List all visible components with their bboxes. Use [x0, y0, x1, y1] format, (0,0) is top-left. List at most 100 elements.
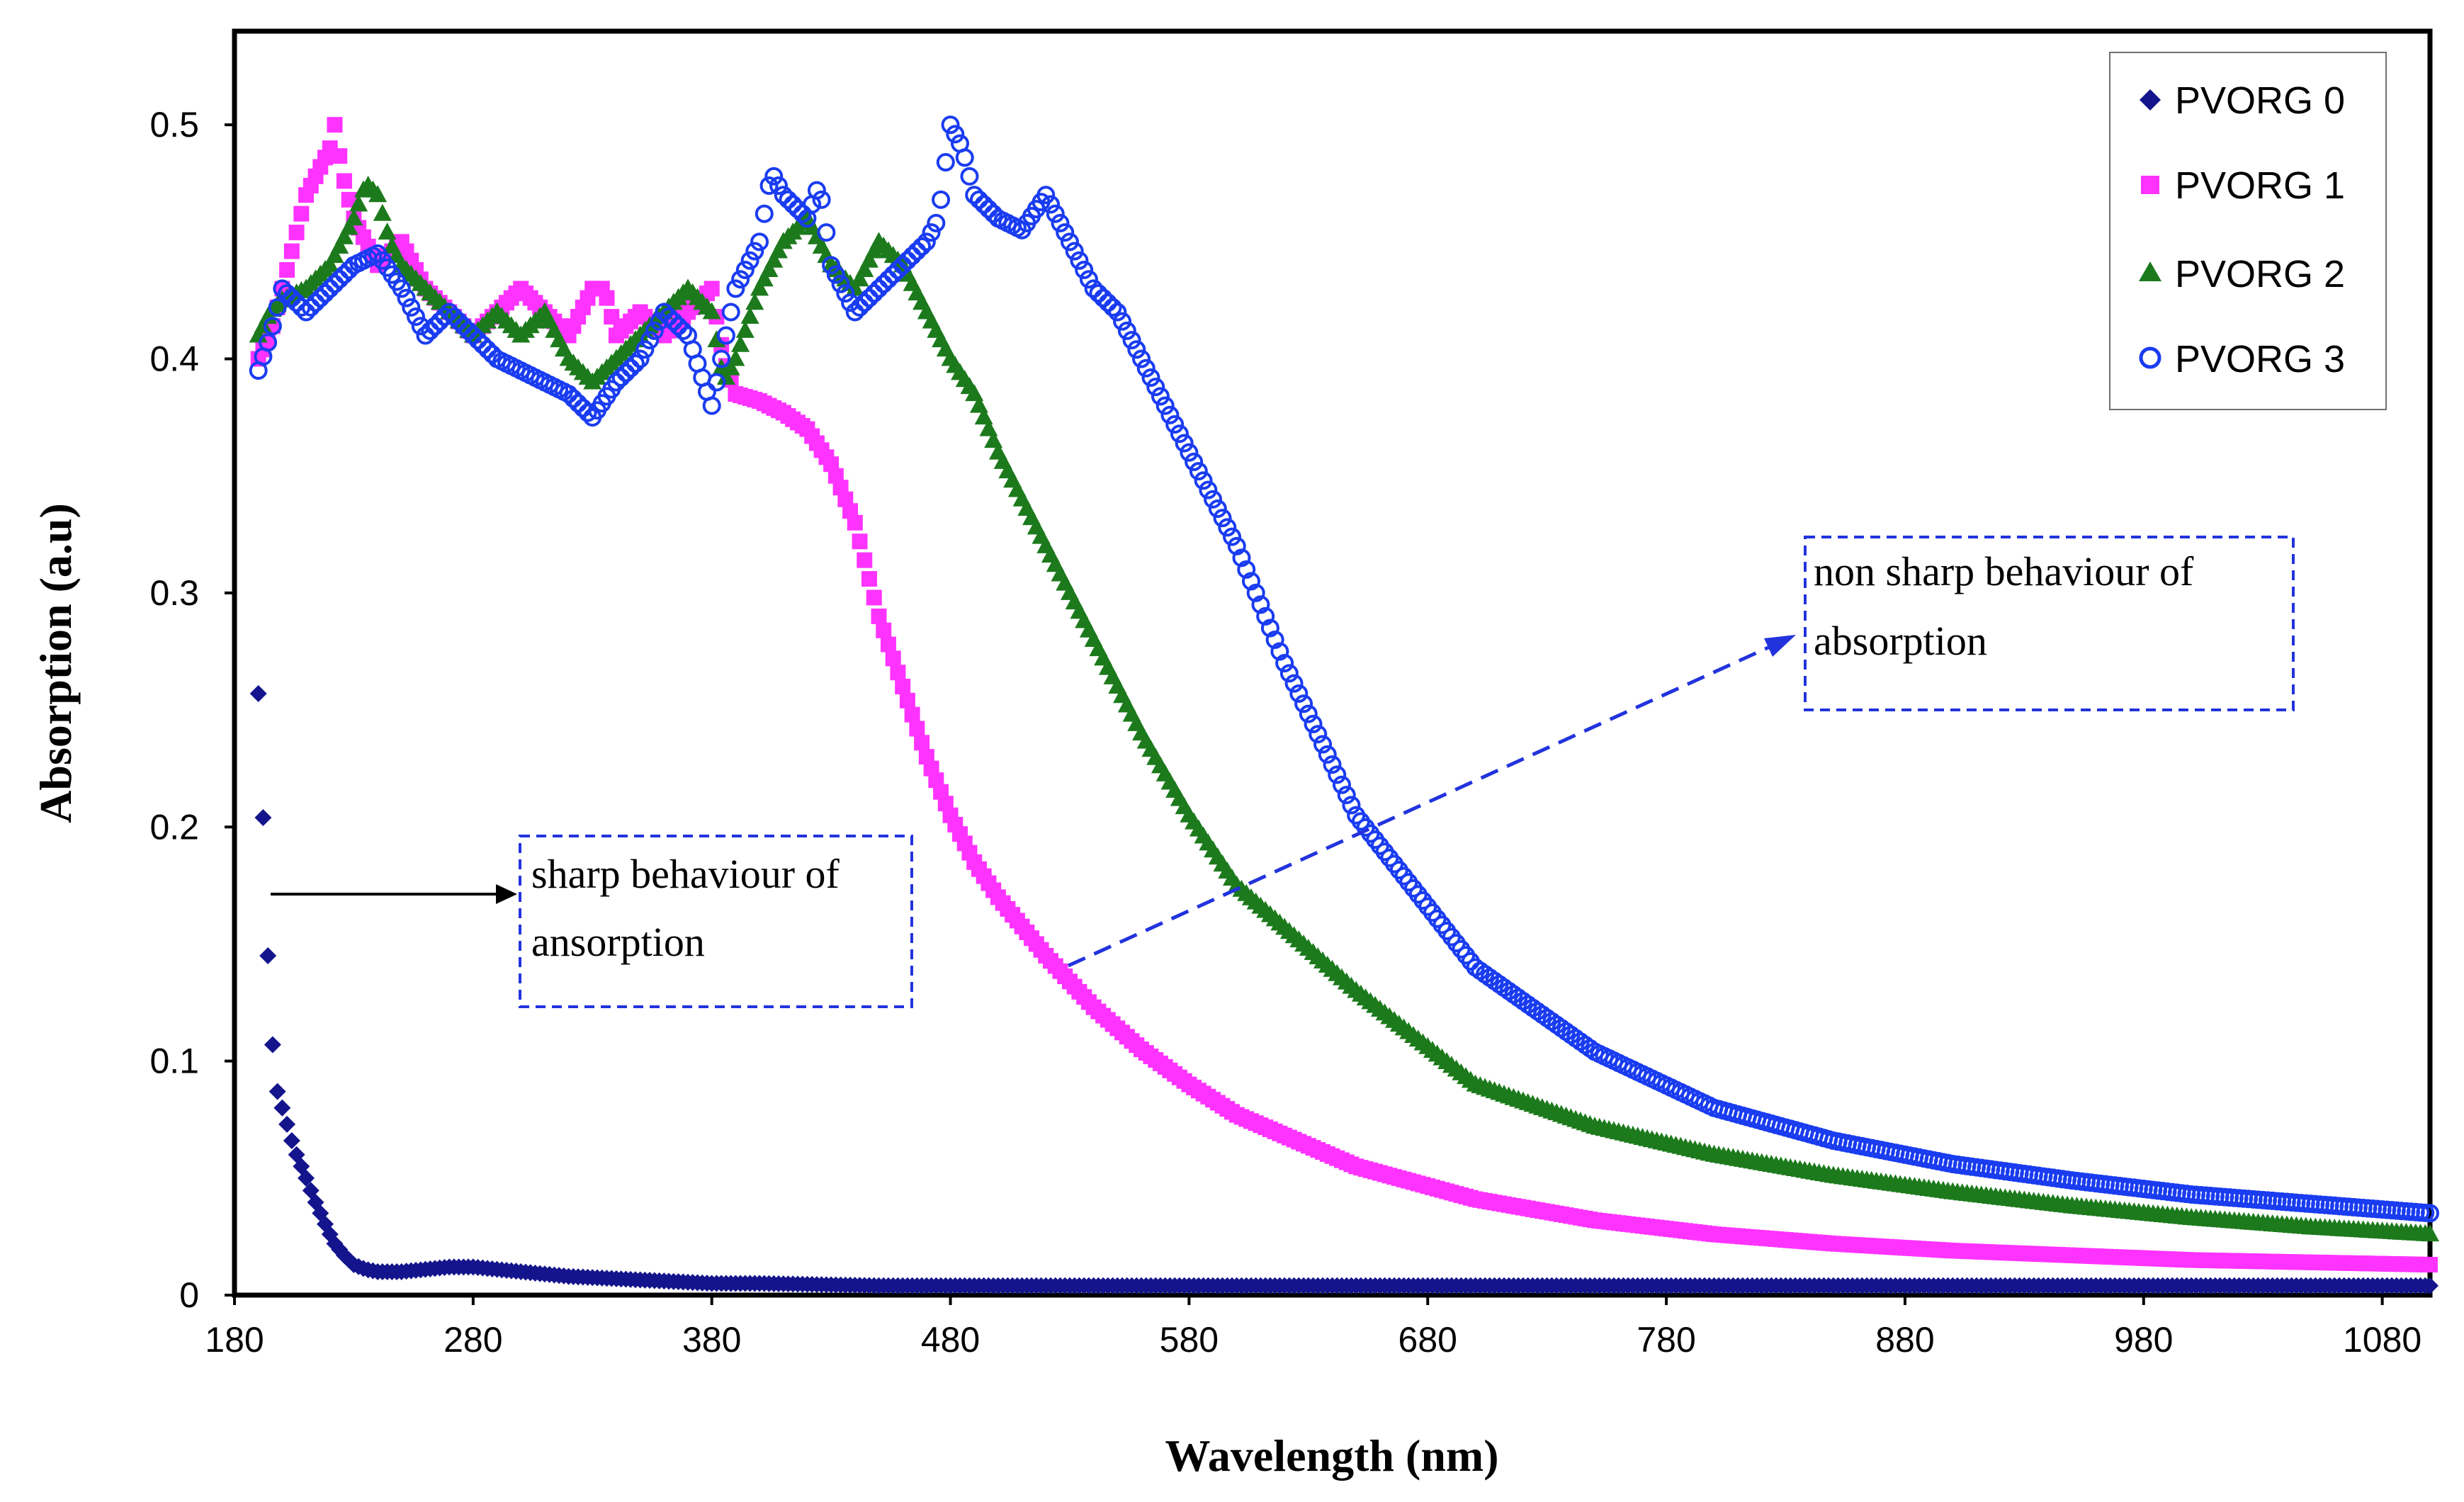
data-point — [852, 533, 868, 550]
data-point — [845, 303, 864, 322]
data-point — [755, 269, 774, 287]
data-point — [721, 358, 740, 376]
data-point — [311, 288, 330, 307]
data-point — [812, 190, 831, 209]
data-point — [827, 468, 844, 484]
data-point — [273, 279, 292, 298]
data-point — [703, 281, 720, 297]
data-point — [779, 190, 798, 209]
data-point — [269, 1083, 286, 1100]
sharp-annotation-line-2: ansorption — [531, 919, 705, 965]
data-point — [823, 456, 840, 473]
data-point — [1070, 251, 1089, 270]
data-point — [1113, 312, 1132, 331]
data-point — [1041, 195, 1061, 214]
data-point — [941, 115, 960, 135]
data-point — [850, 298, 869, 317]
data-point — [817, 223, 836, 242]
data-point — [707, 373, 726, 392]
legend-label: PVORG 1 — [2175, 164, 2345, 207]
data-point — [857, 552, 873, 568]
data-point — [1051, 213, 1070, 232]
data-point — [769, 241, 789, 259]
data-point — [1309, 725, 1328, 744]
data-point — [1089, 284, 1108, 303]
data-point — [1332, 775, 1351, 794]
data-point — [454, 317, 473, 336]
data-point — [330, 270, 349, 289]
y-tick-label: 0.3 — [149, 573, 199, 613]
data-point — [1289, 684, 1309, 703]
data-point — [298, 1169, 315, 1187]
data-point — [908, 242, 927, 261]
data-point — [468, 331, 487, 350]
data-point — [860, 288, 879, 307]
data-point — [1194, 471, 1213, 490]
data-point — [1237, 560, 1256, 579]
data-point — [822, 256, 841, 275]
data-point — [1294, 694, 1313, 713]
data-point — [784, 195, 803, 214]
data-point — [301, 298, 320, 317]
data-point — [254, 809, 272, 827]
data-point — [425, 317, 444, 336]
data-point — [861, 571, 878, 587]
non-sharp-annotation-line-2: absorption — [1814, 618, 1987, 664]
data-point — [1313, 735, 1333, 754]
data-point — [764, 250, 784, 268]
data-point — [373, 203, 392, 221]
data-point — [325, 274, 344, 293]
data-point — [923, 760, 939, 777]
data-point — [745, 293, 764, 310]
data-point — [264, 1036, 281, 1054]
data-point — [774, 186, 793, 205]
non-sharp-arrow-line — [1067, 645, 1771, 968]
data-point — [922, 223, 941, 242]
x-tick-label: 1080 — [2343, 1320, 2421, 1360]
data-point — [1199, 480, 1218, 499]
data-point — [1323, 755, 1342, 774]
data-point — [731, 270, 750, 289]
data-point — [965, 186, 984, 205]
data-point — [898, 251, 917, 270]
data-point — [960, 166, 979, 186]
data-point — [606, 373, 626, 392]
data-point — [669, 317, 688, 336]
data-point — [1256, 606, 1275, 626]
x-axis-title: Wavelength (nm) — [1165, 1430, 1498, 1481]
data-point — [893, 256, 912, 275]
sharp-annotation-box — [519, 835, 913, 1008]
data-point — [320, 279, 339, 298]
data-point — [932, 190, 951, 209]
data-point — [895, 679, 911, 695]
data-point — [635, 340, 655, 359]
series-layer — [249, 115, 2439, 1294]
data-point — [755, 204, 774, 223]
data-point — [1185, 452, 1204, 471]
data-point — [1223, 527, 1242, 546]
data-point — [716, 367, 735, 385]
data-point — [1036, 186, 1056, 205]
data-point — [279, 261, 295, 278]
data-point — [759, 259, 779, 277]
data-point — [745, 242, 764, 261]
data-point — [1136, 358, 1155, 378]
data-point — [578, 403, 597, 422]
data-point — [869, 279, 888, 298]
data-point — [764, 166, 784, 186]
y-tick-label: 0.4 — [149, 339, 199, 379]
data-point — [933, 784, 949, 800]
data-point — [604, 309, 620, 325]
data-point — [702, 302, 721, 320]
data-point — [1127, 340, 1146, 359]
data-point — [874, 274, 893, 293]
data-point — [2421, 1277, 2438, 1294]
data-point — [909, 721, 925, 737]
data-point — [1180, 443, 1199, 462]
data-point — [1155, 396, 1175, 415]
data-point — [1065, 242, 1084, 261]
non-sharp-annotation-box — [1804, 536, 2295, 711]
data-point — [559, 385, 578, 404]
data-point — [288, 225, 305, 241]
